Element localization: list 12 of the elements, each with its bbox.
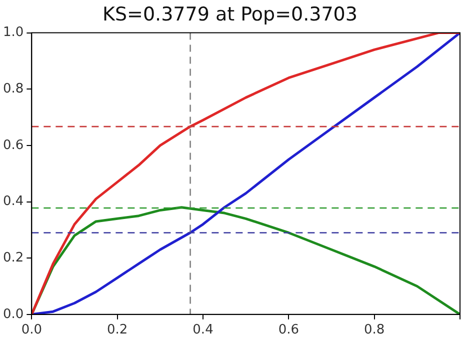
x-tick-label: 0.4	[192, 322, 214, 338]
chart-title: KS=0.3779 at Pop=0.3703	[102, 3, 358, 26]
y-tick-label: 0.8	[2, 81, 24, 96]
x-tick-label: 0.0	[21, 322, 42, 338]
y-tick-label: 0.2	[2, 250, 24, 266]
y-tick-label: 1.0	[2, 25, 24, 40]
y-tick-label: 0.4	[2, 194, 24, 210]
x-tick-label: 0.6	[278, 322, 300, 338]
x-tick-label: 0.8	[364, 322, 385, 338]
y-tick-label: 0.6	[2, 138, 24, 153]
y-tick-label: 0.0	[2, 306, 24, 322]
x-tick-label: 0.2	[106, 322, 128, 338]
